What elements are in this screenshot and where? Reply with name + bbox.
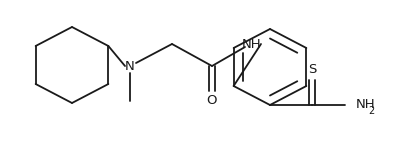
Text: NH: NH	[355, 98, 375, 112]
Text: NH: NH	[242, 37, 261, 51]
Text: 2: 2	[367, 106, 373, 116]
Text: O: O	[206, 95, 217, 107]
Text: S: S	[307, 62, 315, 76]
Text: N: N	[125, 60, 134, 72]
